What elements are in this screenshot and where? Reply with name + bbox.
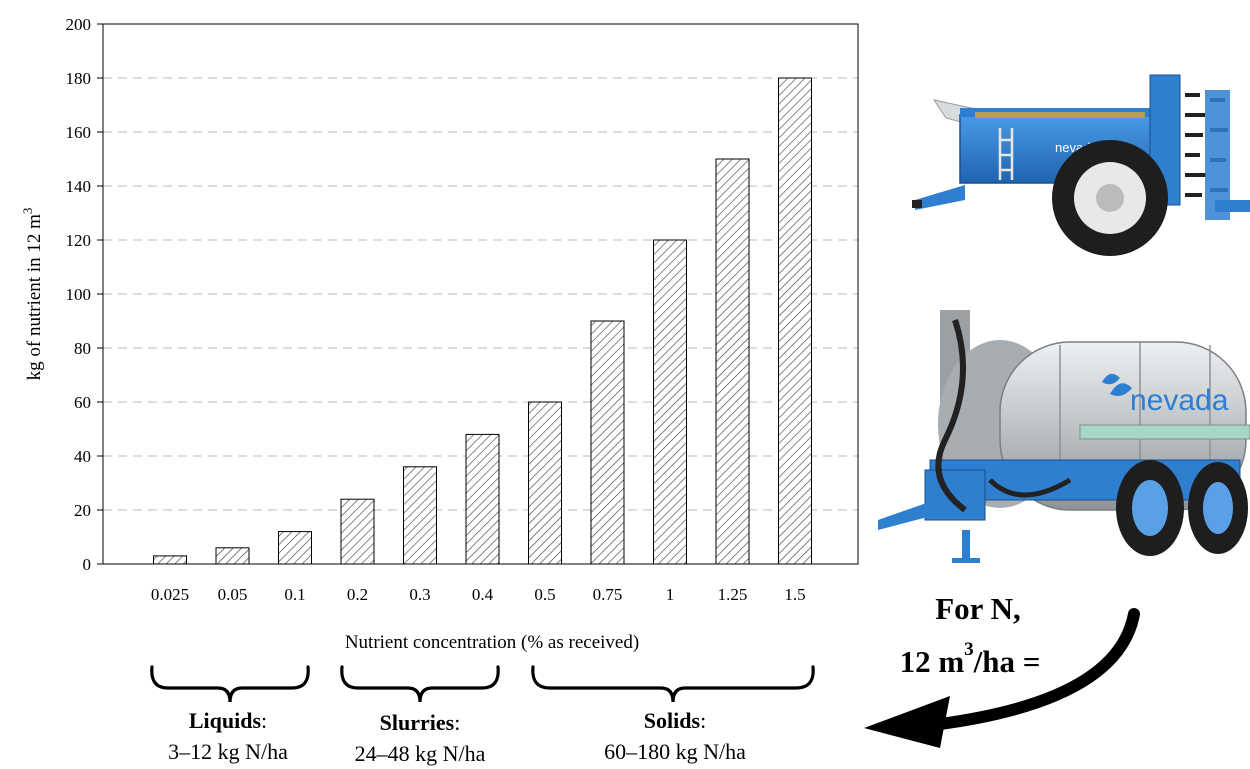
group-label-solids: Solids: [644,708,706,733]
y-tick-label: 100 [66,285,92,304]
y-tick-label: 180 [66,69,92,88]
x-axis-title: Nutrient concentration (% as received) [345,632,639,653]
group-label-liquids: Liquids: [189,708,267,733]
x-tick-label: 0.5 [534,585,555,604]
group-range-solids: 60–180 kg N/ha [604,739,746,764]
y-tick-label: 120 [66,231,92,250]
curved-arrow-icon [864,608,1140,748]
bar-0.1 [278,531,312,565]
bar-0.2 [340,498,375,565]
y-tick-label: 140 [66,177,92,196]
group-label-slurries: Slurries: [380,710,461,735]
callout-line-1: For N, [935,591,1021,626]
y-tick-label: 20 [74,501,91,520]
brace-solids [531,665,815,703]
group-range-slurries: 24–48 kg N/ha [355,741,486,766]
x-tick-label: 0.025 [151,585,189,604]
manure-spreader-image: nevada [912,74,1250,256]
x-tick-label: 0.2 [347,585,368,604]
x-tick-label: 0.75 [593,585,623,604]
tanker-brand-text: nevada [1130,384,1229,417]
bar-1.25 [715,158,750,565]
x-tick-label: 1.25 [718,585,748,604]
x-tick-labels: 0.025 0.05 0.1 0.2 0.3 0.4 0.5 0.75 1 1.25 1.5 [151,585,806,604]
x-tick-label: 1 [666,585,675,604]
bar-1.5 [778,77,812,565]
y-tick-label: 40 [74,447,91,466]
y-tick-label: 160 [66,123,92,142]
x-tick-label: 0.4 [472,585,494,604]
y-tick-labels: 0 20 40 60 80 100 120 140 160 180 200 [66,15,103,574]
bar-0.3 [403,466,437,565]
bar-0.5 [528,401,562,565]
callout-line-2: 12 m3/ha = [900,639,1041,679]
y-tick-label: 80 [74,339,91,358]
x-tick-label: 0.1 [284,585,305,604]
bars [153,77,812,565]
bar-1 [653,239,687,565]
y-tick-label: 60 [74,393,91,412]
bar-0.025 [153,555,187,565]
y-axis-title: kg of nutrient in 12 m3 [20,208,45,381]
brace-liquids [150,665,310,703]
bar-0.4 [465,433,500,565]
y-tick-label: 200 [66,15,92,34]
x-tick-label: 0.3 [409,585,430,604]
slurry-tanker-image: nevada [878,310,1250,563]
x-tick-label: 1.5 [784,585,805,604]
x-tick-label: 0.05 [218,585,248,604]
bar-0.05 [215,547,250,565]
y-tick-label: 0 [83,555,92,574]
brace-slurries [340,665,500,703]
bar-0.75 [590,320,625,565]
group-range-liquids: 3–12 kg N/ha [168,739,288,764]
